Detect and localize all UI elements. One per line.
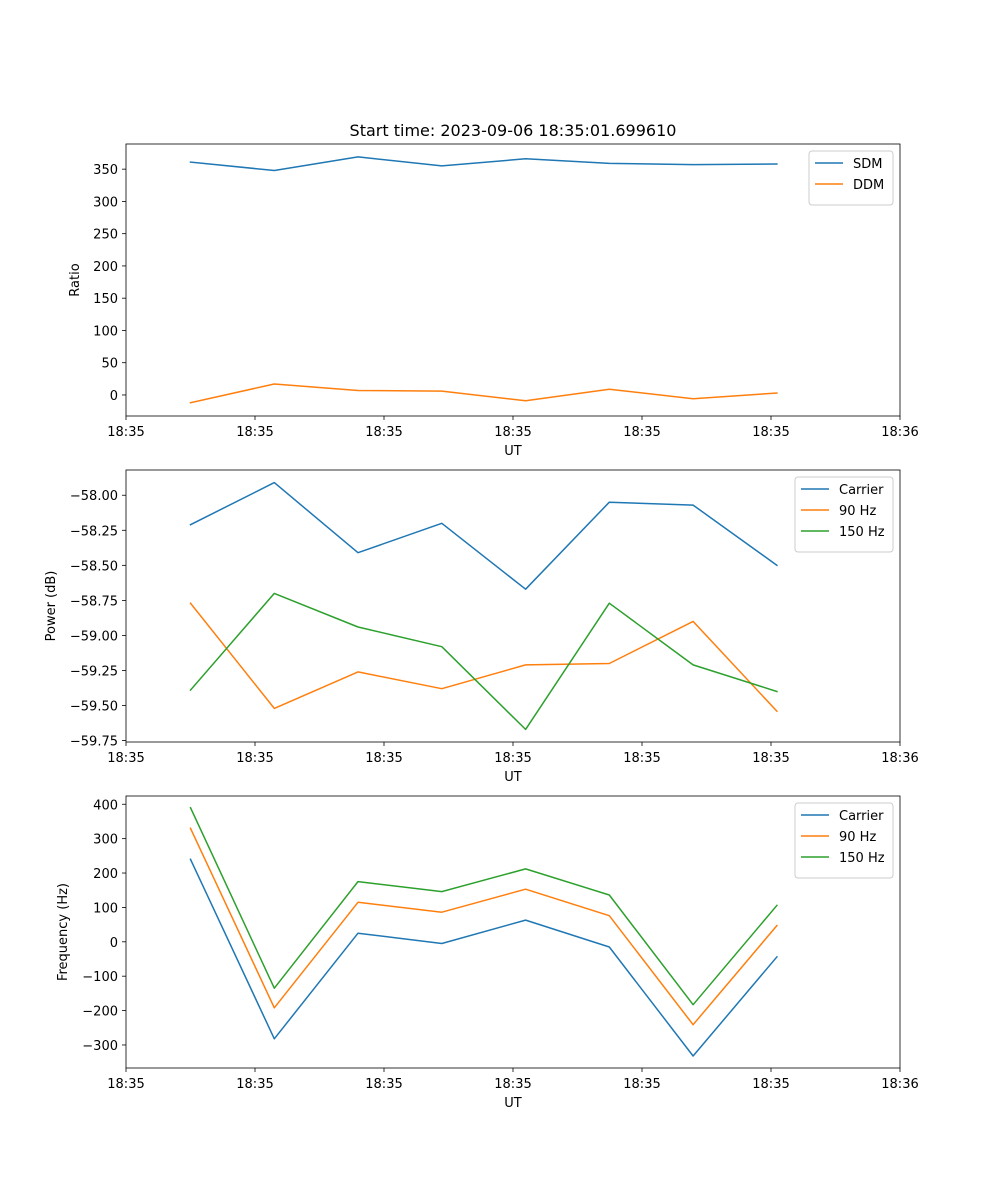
x-tick-label: 18:35 [236, 425, 273, 440]
axes-frame [125, 469, 901, 743]
x-tick-label: 18:35 [494, 1077, 531, 1092]
x-tick-label: 18:35 [623, 425, 660, 440]
x-tick-label: 18:35 [365, 425, 402, 440]
series-line-ddm [189, 383, 778, 404]
x-tick-label: 18:36 [881, 751, 918, 766]
y-axis-label: Ratio [68, 263, 83, 296]
y-tick-label: −100 [82, 970, 118, 985]
x-tick-label: 18:35 [494, 751, 531, 766]
legend-label: Carrier [839, 483, 884, 498]
legend-box [794, 476, 894, 553]
y-tick-label: −59.00 [70, 629, 118, 644]
x-tick-label: 18:35 [494, 425, 531, 440]
legend-label: Carrier [839, 809, 884, 824]
y-tick-label: −59.75 [70, 735, 118, 750]
y-tick-label: 300 [93, 195, 118, 210]
x-tick-label: 18:35 [107, 1077, 144, 1092]
x-tick-label: 18:36 [881, 425, 918, 440]
series-line-90-hz [189, 602, 778, 713]
x-tick-label: 18:35 [752, 425, 789, 440]
y-axis-label: Power (dB) [44, 571, 59, 642]
legend-box [808, 150, 894, 206]
y-tick-label: 250 [93, 228, 118, 243]
axes-frame [125, 143, 901, 417]
x-tick-label: 18:35 [623, 1077, 660, 1092]
x-axis-label: UT [504, 1096, 522, 1111]
y-tick-label: −200 [82, 1005, 118, 1020]
subplot-2: 18:35 18:35 18:35 18:35 18:35 18:35 18:36 −58.0… [44, 469, 919, 785]
series-line-sdm [189, 156, 778, 172]
legend-label: 90 Hz [839, 830, 876, 845]
y-tick-label: 0 [110, 389, 118, 404]
y-tick-label: 300 [93, 833, 118, 848]
legend: SDM DDM [808, 150, 894, 206]
y-tick-label: −58.00 [70, 489, 118, 504]
y-tick-label: 400 [93, 798, 118, 813]
y-axis-label: Frequency (Hz) [56, 883, 71, 981]
series-line-150-hz [189, 806, 778, 1006]
series-line-carrier [189, 858, 778, 1057]
y-tick-label: −300 [82, 1039, 118, 1054]
series-line-carrier [189, 481, 778, 590]
legend: Carrier 90 Hz 150 Hz [794, 476, 894, 553]
figure-title: Start time: 2023-09-06 18:35:01.699610 [350, 121, 677, 140]
x-axis-label: UT [504, 770, 522, 785]
y-tick-label: 100 [93, 901, 118, 916]
y-tick-label: −59.25 [70, 664, 118, 679]
x-tick-label: 18:35 [236, 1077, 273, 1092]
y-tick-label: 200 [93, 260, 118, 275]
x-tick-label: 18:35 [365, 1077, 402, 1092]
x-tick-label: 18:35 [365, 751, 402, 766]
y-tick-label: 50 [101, 357, 118, 372]
y-tick-label: −59.50 [70, 700, 118, 715]
x-tick-label: 18:35 [752, 751, 789, 766]
axes-group: 18:35 18:35 18:35 18:35 18:35 18:35 18:36 0 50 10… [44, 143, 919, 1111]
subplot-3: 18:35 18:35 18:35 18:35 18:35 18:35 18:36 400 30… [56, 795, 919, 1111]
y-tick-label: 150 [93, 292, 118, 307]
x-tick-label: 18:35 [236, 751, 273, 766]
legend-label: 90 Hz [839, 504, 876, 519]
subplot-1: 18:35 18:35 18:35 18:35 18:35 18:35 18:36 0 50 10… [68, 143, 919, 459]
axes-frame [125, 795, 901, 1069]
legend: Carrier 90 Hz 150 Hz [794, 802, 894, 879]
x-tick-label: 18:35 [623, 751, 660, 766]
x-axis-label: UT [504, 444, 522, 459]
legend-label: 150 Hz [839, 525, 885, 540]
x-tick-label: 18:36 [881, 1077, 918, 1092]
x-tick-label: 18:35 [752, 1077, 789, 1092]
legend-label: 150 Hz [839, 851, 885, 866]
x-tick-label: 18:35 [107, 751, 144, 766]
y-tick-label: 100 [93, 324, 118, 339]
y-tick-label: −58.50 [70, 559, 118, 574]
series-line-150-hz [189, 592, 778, 731]
y-tick-label: −58.25 [70, 524, 118, 539]
legend-box [794, 802, 894, 879]
y-tick-label: −58.75 [70, 594, 118, 609]
y-tick-label: 350 [93, 163, 118, 178]
series-line-90-hz [189, 827, 778, 1026]
y-tick-label: 0 [110, 936, 118, 951]
legend-label: SDM [853, 157, 882, 172]
y-tick-label: 200 [93, 867, 118, 882]
legend-label: DDM [853, 178, 884, 193]
x-tick-label: 18:35 [107, 425, 144, 440]
